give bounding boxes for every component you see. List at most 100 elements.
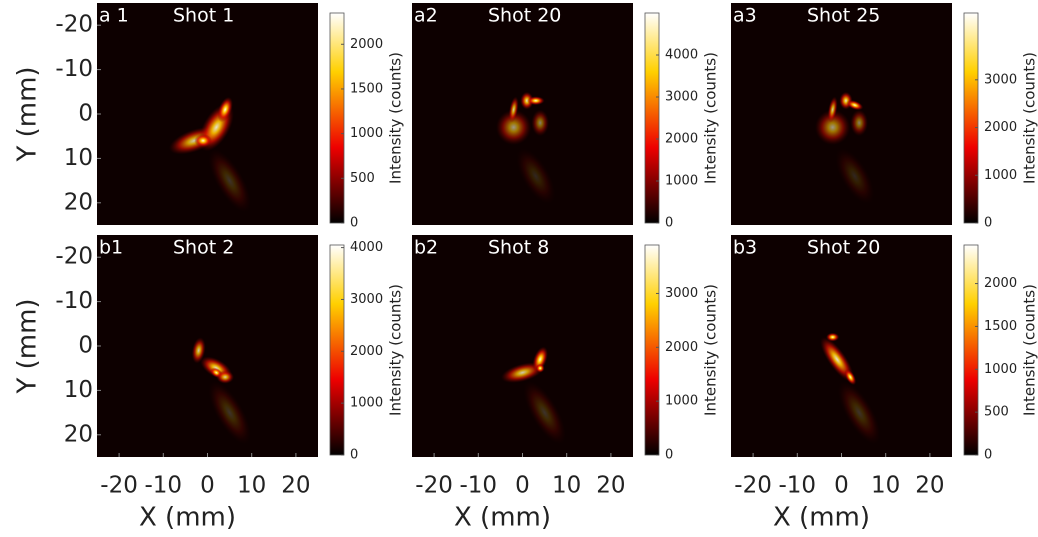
x-tick-label: -20 [734,473,772,499]
colorbar-tick-label: 500 [984,405,1009,420]
beam-spot [217,96,233,123]
beam-spot [495,109,532,145]
colorbar-tick-label: 2000 [350,37,383,52]
colorbar-tick-label: 3000 [350,292,383,307]
y-tick-label: 20 [64,189,93,215]
beam-spot [835,148,875,204]
colorbar-tick-label: 0 [984,216,992,231]
y-axis-label: Y (mm) [13,66,43,162]
panel-label: b3 [733,237,757,259]
y-tick-label: 10 [64,145,93,171]
colorbar [329,244,345,456]
x-tick-label: 20 [915,473,944,499]
beam-spot [523,381,566,444]
panel-title: Shot 2 [173,237,234,259]
colorbar-tick-label: 0 [665,216,673,231]
x-tick-label: 0 [200,473,215,499]
beam-spot [814,109,851,145]
colorbar-tick-label: 2000 [665,132,698,147]
colorbar-tick-label: 2000 [984,120,1017,135]
beam-spot [208,149,251,212]
colorbar-tick-label: 0 [665,448,673,463]
colorbar-tick-label: 3000 [984,72,1017,87]
beam-spot [216,370,235,384]
panel-label: a 1 [99,5,129,27]
colorbar [963,12,979,224]
x-tick-label: 10 [552,473,581,499]
colorbar-label: Intensity (counts) [387,284,405,416]
colorbar-tick-label: 2000 [665,340,698,355]
colorbar-tick-label: 1000 [665,394,698,409]
colorbar-label: Intensity (counts) [702,52,720,184]
beam-spot [531,109,550,137]
panel-label: a2 [414,5,438,27]
colorbar-tick-label: 500 [350,171,375,186]
panel-label: b2 [414,237,438,259]
colorbar-tick-label: 4000 [350,240,383,255]
colorbar-tick-label: 1000 [984,362,1017,377]
y-tick-label: -10 [55,56,93,82]
colorbar-tick-label: 1000 [665,174,698,189]
x-tick-label: -20 [100,473,138,499]
y-tick-label: -20 [55,12,93,38]
beam-spot [508,96,519,123]
colorbar-label: Intensity (counts) [1021,52,1038,184]
colorbar-tick-label: 1000 [984,168,1017,183]
beam-spot [846,99,864,111]
colorbar [644,12,660,224]
beam-spot [208,381,251,444]
panel-title: Shot 1 [173,5,234,27]
colorbar-tick-label: 3000 [665,90,698,105]
beam-spot [827,96,838,123]
x-tick-label: 0 [834,473,849,499]
colorbar-tick-label: 2000 [984,276,1017,291]
panel-title: Shot 20 [807,237,880,259]
colorbar-label: Intensity (counts) [1021,284,1038,416]
colorbar-tick-label: 1500 [350,81,383,96]
heatmap-background [412,235,633,457]
beam-spot [526,96,545,106]
panel-label: b1 [99,237,123,259]
beam-spot [826,332,840,342]
x-tick-label: -20 [415,473,453,499]
colorbar-tick-label: 0 [350,216,358,231]
x-tick-label: 10 [871,473,900,499]
beam-spot [850,109,869,137]
colorbar-tick-label: 4000 [665,48,698,63]
y-axis-label: Y (mm) [13,298,43,394]
y-tick-label: 0 [78,101,93,127]
heatmap-background [97,235,318,457]
heatmap-background [731,235,952,457]
beam-spot [844,369,857,386]
beam-spot [535,363,545,373]
colorbar-label: Intensity (counts) [702,284,720,416]
colorbar-label: Intensity (counts) [387,52,405,184]
x-tick-label: -10 [145,473,183,499]
beam-spot [532,346,548,372]
x-tick-label: 10 [237,473,266,499]
y-tick-label: -10 [55,288,93,314]
colorbar-tick-label: 1000 [350,396,383,411]
colorbar-tick-label: 0 [350,448,358,463]
panel-title: Shot 8 [488,237,549,259]
x-axis-label: X (mm) [139,503,236,533]
heatmap-background [97,3,318,225]
colorbar-tick-label: 3000 [665,286,698,301]
y-tick-label: -20 [55,244,93,270]
colorbar [329,12,345,224]
x-tick-label: 20 [281,473,310,499]
y-tick-label: 0 [78,333,93,359]
panel-title: Shot 20 [488,5,561,27]
colorbar-tick-label: 1500 [984,319,1017,334]
beam-spot [516,148,556,204]
colorbar-tick-label: 1000 [350,126,383,141]
x-tick-label: 0 [515,473,530,499]
beam-spot [520,91,534,110]
beam-spot [838,381,881,444]
panel-label: a3 [733,5,757,27]
x-tick-label: -10 [460,473,498,499]
y-tick-label: 10 [64,377,93,403]
y-tick-label: 20 [64,421,93,447]
x-tick-label: 20 [596,473,625,499]
